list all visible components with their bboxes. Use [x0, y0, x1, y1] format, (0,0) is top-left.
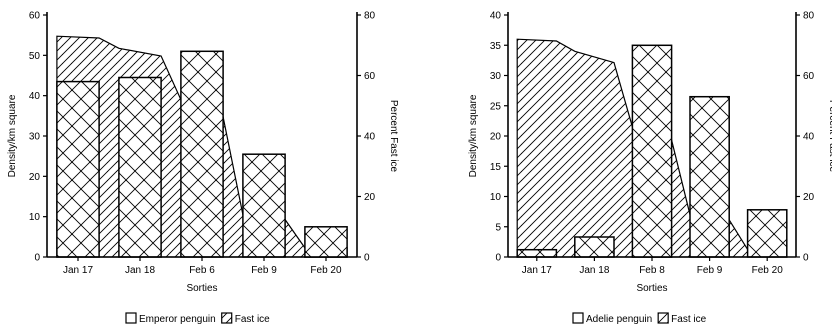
y-right-tick-label: 80 [364, 11, 376, 22]
y-tick-label: 10 [490, 192, 502, 203]
y-right-tick-label: 60 [803, 71, 815, 82]
y-tick-label: 30 [490, 71, 502, 82]
legend-swatch-fast-ice [221, 312, 233, 324]
bar-feb-20 [746, 209, 788, 258]
bar-feb-20 [304, 226, 348, 258]
y-tick-label: 5 [495, 222, 501, 233]
x-axis-label: Sorties [636, 283, 667, 294]
x-axis-label: Sorties [186, 283, 217, 294]
y-axis-label: Density/km square [468, 94, 479, 177]
y-tick-label: 60 [29, 11, 41, 22]
x-tick-label: Jan 18 [579, 265, 609, 276]
bar-feb-9 [242, 153, 286, 258]
legend: Adelie penguin Fast ice [572, 312, 707, 325]
y-tick-label: 40 [490, 11, 502, 22]
x-tick-label: Feb 8 [639, 265, 665, 276]
bar-jan-17 [56, 80, 100, 258]
y-tick-label: 40 [29, 91, 41, 102]
bar-feb-8 [631, 44, 673, 258]
x-tick-label: Feb 20 [752, 265, 784, 276]
y-right-tick-label: 40 [803, 132, 815, 143]
legend-swatch-penguin [125, 312, 137, 324]
x-tick-label: Jan 18 [125, 265, 155, 276]
legend-swatch-fast-ice [657, 312, 669, 324]
x-tick-label: Feb 9 [697, 265, 723, 276]
y-right-axis-label: Percent Fast ice [827, 100, 832, 173]
y-tick-label: 50 [29, 51, 41, 62]
legend-swatch-penguin [572, 312, 584, 324]
y-right-tick-label: 20 [364, 192, 376, 203]
legend-label-penguin: Emperor penguin [139, 314, 216, 325]
y-right-tick-label: 40 [364, 132, 376, 143]
y-right-tick-label: 20 [803, 192, 815, 203]
y-tick-label: 30 [29, 132, 41, 143]
y-tick-label: 10 [29, 212, 41, 223]
bar-jan-18 [574, 236, 615, 258]
y-tick-label: 0 [34, 253, 40, 264]
legend-label-fast-ice: Fast ice [671, 314, 706, 325]
y-axis-label: Density/km square [7, 94, 18, 177]
bar-feb-6 [180, 50, 224, 258]
y-tick-label: 15 [490, 162, 502, 173]
y-right-tick-label: 60 [364, 71, 376, 82]
legend-label-fast-ice: Fast ice [235, 314, 270, 325]
bar-jan-17 [516, 248, 558, 258]
y-right-axis-label: Percent Fast ice [388, 100, 399, 173]
bar-feb-9 [689, 95, 730, 258]
y-tick-label: 25 [490, 101, 502, 112]
adelie-penguin-chart: 0 5 10 15 20 25 30 35 40 0 20 40 60 80 Jan 17 Jan 18 Feb… [468, 11, 832, 326]
x-tick-label: Jan 17 [522, 265, 552, 276]
y-tick-label: 20 [29, 172, 41, 183]
legend: Emperor penguin Fast ice [125, 312, 270, 325]
y-tick-label: 35 [490, 41, 502, 52]
y-right-tick-label: 80 [803, 11, 815, 22]
bar-jan-18 [118, 76, 162, 258]
x-tick-label: Feb 6 [189, 265, 215, 276]
y-right-tick-label: 0 [803, 253, 809, 264]
y-tick-label: 20 [490, 132, 502, 143]
x-tick-label: Feb 9 [251, 265, 277, 276]
y-tick-label: 0 [495, 253, 501, 264]
legend-label-penguin: Adelie penguin [586, 314, 652, 325]
y-right-tick-label: 0 [364, 253, 370, 264]
x-tick-label: Jan 17 [63, 265, 93, 276]
emperor-penguin-chart: 0 10 20 30 40 50 60 0 20 40 60 80 Jan 17 Jan 18 Feb 6 F… [7, 11, 399, 326]
x-tick-label: Feb 20 [310, 265, 342, 276]
